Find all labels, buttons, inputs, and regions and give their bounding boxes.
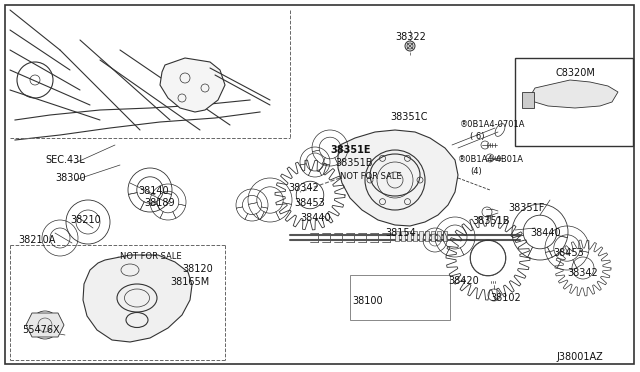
Bar [350, 275, 450, 320]
Polygon shape [338, 130, 458, 226]
Text: 38351C: 38351C [390, 112, 428, 122]
Bar [431, 231, 435, 241]
Text: 38210A: 38210A [18, 235, 56, 245]
Text: 38165M: 38165M [170, 277, 209, 287]
Text: ®0B1A4-4B01A: ®0B1A4-4B01A [458, 155, 524, 164]
Text: ®0B1A4-0701A: ®0B1A4-0701A [460, 120, 525, 129]
Text: C8320M: C8320M [555, 68, 595, 78]
Text: J38001AZ: J38001AZ [556, 352, 603, 362]
Text: 38351B: 38351B [335, 158, 372, 168]
Text: 38102: 38102 [490, 293, 521, 303]
Text: 38140: 38140 [138, 186, 168, 196]
Text: 38351B: 38351B [472, 216, 509, 226]
Bar [437, 231, 441, 241]
Text: NOT FOR SALE: NOT FOR SALE [340, 172, 402, 181]
Circle shape [405, 41, 415, 51]
Polygon shape [26, 313, 64, 337]
Text: 38453: 38453 [294, 198, 324, 208]
Bar [401, 231, 405, 241]
Polygon shape [528, 80, 618, 108]
Text: (4): (4) [470, 167, 482, 176]
Text: 38300: 38300 [55, 173, 86, 183]
Text: 38100: 38100 [352, 296, 383, 306]
Text: 38210: 38210 [70, 215, 100, 225]
Text: 38351E: 38351E [330, 145, 371, 155]
Bar [515, 58, 633, 146]
Text: 38322: 38322 [395, 32, 426, 42]
Text: 38440: 38440 [530, 228, 561, 238]
Text: SEC.43L: SEC.43L [45, 155, 84, 165]
Bar [425, 231, 429, 241]
Text: 38453: 38453 [553, 248, 584, 258]
Text: 38342: 38342 [567, 268, 598, 278]
Text: 38420: 38420 [448, 276, 479, 286]
Text: 55476X: 55476X [22, 325, 60, 335]
Bar [407, 231, 411, 241]
Text: NOT FOR SALE: NOT FOR SALE [120, 252, 182, 261]
Text: 38154: 38154 [385, 228, 416, 238]
Text: ( 6): ( 6) [470, 132, 484, 141]
Bar [395, 231, 399, 241]
Polygon shape [160, 58, 225, 112]
Bar [443, 231, 447, 241]
Polygon shape [83, 255, 192, 342]
Bar [419, 231, 423, 241]
Text: 38351F: 38351F [508, 203, 545, 213]
Text: 38189: 38189 [144, 198, 175, 208]
Text: 38120: 38120 [182, 264, 212, 274]
Bar [522, 92, 534, 108]
Text: 38440: 38440 [300, 213, 331, 223]
Bar [413, 231, 417, 241]
Text: 38342: 38342 [288, 183, 319, 193]
